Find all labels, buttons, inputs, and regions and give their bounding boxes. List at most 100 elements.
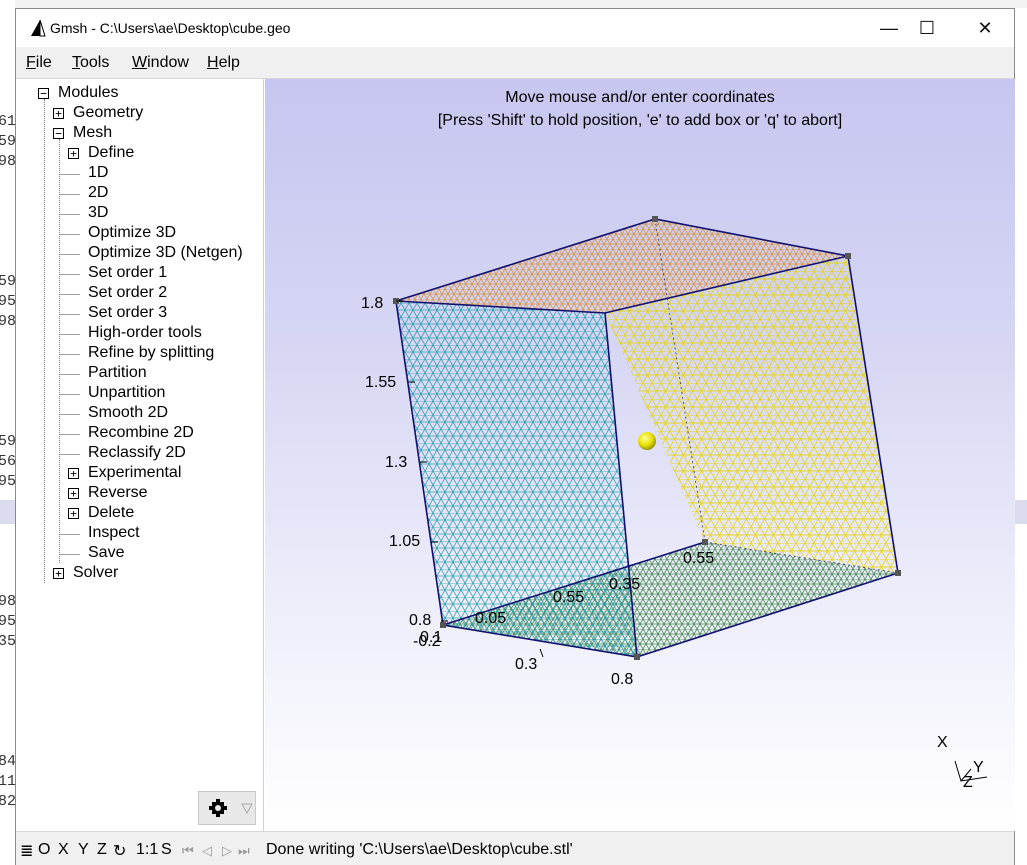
- first-step-icon[interactable]: ⏮: [182, 843, 194, 858]
- menu-window[interactable]: Window: [132, 54, 189, 72]
- collapse-mesh-toggle[interactable]: −: [53, 128, 64, 139]
- tree-item-reclassify-2d[interactable]: Reclassify 2D: [88, 444, 186, 461]
- tree-item-save[interactable]: Save: [88, 544, 125, 561]
- tree-item-refine-by-splitting[interactable]: Refine by splitting: [88, 344, 215, 361]
- maximize-icon: ☐: [918, 17, 936, 38]
- expand-solver-toggle[interactable]: +: [53, 568, 64, 579]
- desktop-background-text: 61 59 98 59 95 98 59 56 95 98 95 35 84 1…: [0, 0, 17, 865]
- menu-help[interactable]: Help: [207, 54, 240, 72]
- view-y-button[interactable]: Y: [78, 841, 89, 858]
- tree-connector: [60, 274, 80, 275]
- tree-connector: [60, 414, 80, 415]
- last-step-icon[interactable]: ⏭: [238, 843, 250, 858]
- graphics-viewport[interactable]: Move mouse and/or enter coordinates [Pre…: [265, 79, 1015, 831]
- y-tick-label: 0.55: [553, 589, 584, 606]
- tree-item-mesh[interactable]: Mesh: [73, 124, 113, 141]
- tree-connector: [60, 234, 80, 235]
- options-button[interactable]: [198, 791, 256, 825]
- maximize-button[interactable]: ☐: [904, 9, 950, 47]
- tree-item-define[interactable]: Define: [88, 144, 135, 161]
- desktop-fragment: 98: [0, 313, 17, 330]
- desktop-fragment: 59: [0, 273, 17, 290]
- menu-tools[interactable]: Tools: [72, 54, 109, 72]
- expand-experimental-toggle[interactable]: +: [68, 468, 79, 479]
- tree-item-1d[interactable]: 1D: [88, 164, 109, 181]
- axis-x-label: X: [937, 734, 948, 751]
- menu-tools-label: ools: [80, 54, 110, 71]
- menu-file-label: ile: [35, 54, 52, 71]
- menu-window-hotkey: W: [132, 54, 148, 71]
- expand-define-toggle[interactable]: +: [68, 148, 79, 159]
- view-x-button[interactable]: X: [58, 841, 69, 858]
- z-tick-label: 0.8: [409, 612, 431, 629]
- desktop-fragment: 84: [0, 753, 17, 770]
- viewport-message-line1: Move mouse and/or enter coordinates: [505, 89, 775, 106]
- rotate-icon[interactable]: ↻: [113, 843, 127, 860]
- expand-reverse-toggle[interactable]: +: [68, 488, 79, 499]
- tree-item-geometry[interactable]: Geometry: [73, 104, 144, 121]
- tree-connector: [60, 194, 80, 195]
- scale-button[interactable]: 1:1: [136, 841, 159, 858]
- select-button[interactable]: S: [161, 841, 172, 858]
- tree-item-inspect[interactable]: Inspect: [88, 524, 140, 541]
- expand-delete-toggle[interactable]: +: [68, 508, 79, 519]
- collapse-modules-toggle[interactable]: −: [38, 88, 49, 99]
- desktop-fragment: 11: [0, 773, 17, 790]
- tree-item-set-order-1[interactable]: Set order 1: [88, 264, 168, 281]
- tree-item-2d[interactable]: 2D: [88, 184, 109, 201]
- face-right-yellow: [605, 256, 898, 573]
- x-tick-label: 0.1: [420, 629, 442, 646]
- axes-triad: X Y Z: [937, 734, 988, 791]
- view-z-button[interactable]: Z: [97, 841, 107, 858]
- tree-item-delete[interactable]: Delete: [88, 504, 135, 521]
- previous-step-icon[interactable]: ◁: [202, 843, 212, 858]
- tree-item-set-order-3[interactable]: Set order 3: [88, 304, 168, 321]
- desktop-fragment: 95: [0, 473, 17, 490]
- module-tree: − Modules + Geometry − Mesh + Define 1D …: [16, 79, 264, 831]
- tree-item-high-order-tools[interactable]: High-order tools: [88, 324, 202, 341]
- menu-bar: File Tools Window Help: [16, 47, 1014, 79]
- tree-item-reverse[interactable]: Reverse: [88, 484, 148, 501]
- tree-guide: [44, 99, 45, 583]
- tree-connector: [60, 314, 80, 315]
- tree-item-3d[interactable]: 3D: [88, 204, 109, 221]
- desktop-fragment: 56: [0, 453, 17, 470]
- desktop-fragment: 98: [0, 593, 17, 610]
- menu-file[interactable]: File: [26, 54, 52, 72]
- minimize-button[interactable]: —: [866, 9, 912, 47]
- title-bar[interactable]: Gmsh - C:\Users\ae\Desktop\cube.geo — ☐ …: [16, 9, 1014, 47]
- tree-item-solver[interactable]: Solver: [73, 564, 119, 581]
- desktop-fragment: 98: [0, 153, 17, 170]
- close-button[interactable]: ✕: [962, 9, 1008, 47]
- desktop-fragment: 61: [0, 113, 17, 130]
- tree-item-partition[interactable]: Partition: [88, 364, 147, 381]
- axis-z-label: Z: [963, 774, 973, 791]
- expand-geometry-toggle[interactable]: +: [53, 108, 64, 119]
- tree-connector: [60, 214, 80, 215]
- tree-connector: [60, 434, 80, 435]
- menu-help-label: elp: [218, 54, 240, 71]
- tree-item-unpartition[interactable]: Unpartition: [88, 384, 166, 401]
- face-left-teal: [396, 301, 637, 657]
- tree-item-smooth-2d[interactable]: Smooth 2D: [88, 404, 169, 421]
- tree-connector: [60, 394, 80, 395]
- mesh-scene[interactable]: 1.8 1.55 1.3 1.05 0.8 -0.2 0.05 0.3 0.55…: [265, 79, 1015, 831]
- tree-item-optimize-3d-netgen[interactable]: Optimize 3D (Netgen): [88, 244, 243, 261]
- tree-item-recombine-2d[interactable]: Recombine 2D: [88, 424, 194, 441]
- view-origin-button[interactable]: O: [38, 841, 51, 858]
- tree-item-set-order-2[interactable]: Set order 2: [88, 284, 168, 301]
- desktop-fragment: 59: [0, 433, 17, 450]
- close-icon: ✕: [977, 17, 993, 38]
- menu-window-label: indow: [147, 54, 189, 71]
- hamburger-menu-icon[interactable]: ≣: [20, 843, 34, 860]
- tree-item-experimental[interactable]: Experimental: [88, 464, 182, 481]
- desktop-fragment: 59: [0, 133, 17, 150]
- play-icon[interactable]: ▷: [222, 843, 232, 858]
- menu-help-hotkey: H: [207, 54, 219, 71]
- cursor-sphere[interactable]: [638, 432, 656, 450]
- z-tick-label: 1.05: [389, 533, 420, 550]
- y-tick-label: -0.2: [413, 633, 441, 650]
- tree-item-optimize-3d[interactable]: Optimize 3D: [88, 224, 177, 241]
- tree-item-modules[interactable]: Modules: [58, 84, 119, 101]
- desktop-selection-band-right: [1015, 500, 1027, 524]
